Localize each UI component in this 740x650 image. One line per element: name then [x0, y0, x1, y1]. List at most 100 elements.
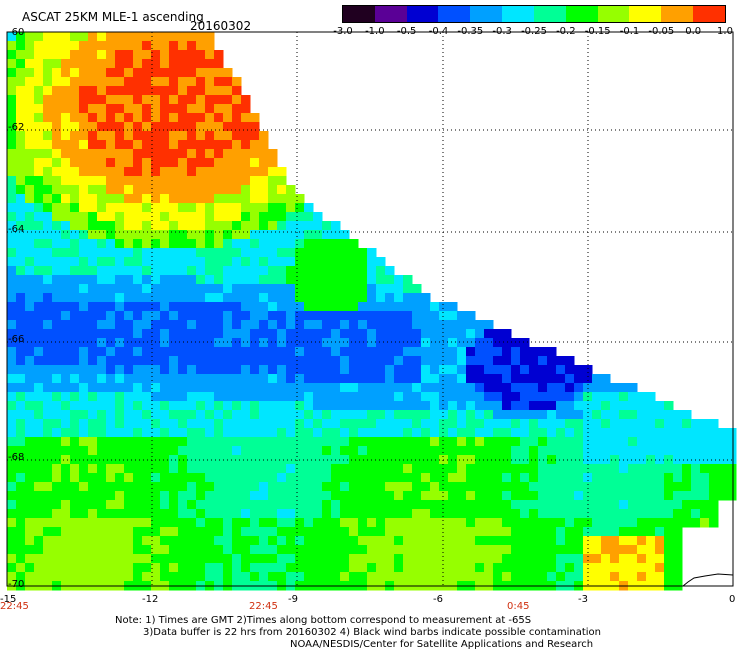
data-cell: [421, 572, 431, 582]
data-cell: [574, 563, 584, 573]
data-cell: [331, 275, 341, 285]
data-cell: [277, 338, 287, 348]
data-cell: [88, 473, 98, 483]
data-cell: [34, 563, 44, 573]
data-cell: [313, 221, 323, 231]
data-cell: [214, 347, 224, 357]
data-cell: [277, 410, 287, 420]
data-cell: [484, 401, 494, 411]
data-cell: [88, 266, 98, 276]
data-cell: [412, 464, 422, 474]
data-cell: [43, 122, 53, 132]
data-cell: [205, 437, 215, 447]
data-cell: [52, 419, 62, 429]
data-cell: [358, 311, 368, 321]
data-cell: [160, 221, 170, 231]
data-cell: [394, 284, 404, 294]
data-cell: [106, 410, 116, 420]
data-cell: [286, 518, 296, 528]
data-cell: [151, 122, 161, 132]
data-cell: [52, 455, 62, 465]
data-cell: [52, 86, 62, 96]
data-cell: [106, 32, 116, 42]
data-cell: [268, 392, 278, 402]
data-cell: [169, 446, 179, 456]
data-cell: [142, 275, 152, 285]
data-cell: [142, 374, 152, 384]
data-cell: [277, 428, 287, 438]
data-cell: [538, 446, 548, 456]
data-cell: [304, 491, 314, 501]
data-cell: [214, 428, 224, 438]
data-cell: [574, 572, 584, 582]
data-cell: [106, 266, 116, 276]
data-cell: [547, 419, 557, 429]
data-cell: [403, 464, 413, 474]
data-cell: [133, 59, 143, 69]
data-cell: [169, 392, 179, 402]
data-cell: [160, 545, 170, 555]
data-cell: [169, 437, 179, 447]
data-cell: [313, 257, 323, 267]
data-cell: [277, 563, 287, 573]
data-cell: [214, 455, 224, 465]
data-cell: [178, 68, 188, 78]
data-cell: [187, 473, 197, 483]
data-cell: [25, 365, 35, 375]
data-cell: [70, 203, 80, 213]
data-cell: [214, 329, 224, 339]
data-cell: [88, 77, 98, 87]
data-cell: [115, 536, 125, 546]
data-cell: [286, 527, 296, 537]
data-cell: [187, 50, 197, 60]
data-cell: [52, 41, 62, 51]
data-cell: [79, 374, 89, 384]
data-cell: [97, 113, 107, 123]
data-cell: [403, 293, 413, 303]
data-cell: [214, 122, 224, 132]
data-cell: [79, 59, 89, 69]
data-cell: [205, 140, 215, 150]
data-cell: [34, 347, 44, 357]
data-cell: [295, 500, 305, 510]
data-cell: [34, 338, 44, 348]
data-cell: [268, 320, 278, 330]
data-cell: [142, 563, 152, 573]
data-cell: [259, 545, 269, 555]
lat-label-66: -66: [8, 334, 25, 345]
data-cell: [277, 545, 287, 555]
data-cell: [403, 275, 413, 285]
data-cell: [88, 302, 98, 312]
data-cell: [250, 257, 260, 267]
data-cell: [628, 509, 638, 519]
data-cell: [115, 176, 125, 186]
data-cell: [484, 545, 494, 555]
data-cell: [34, 293, 44, 303]
data-cell: [556, 365, 566, 375]
data-cell: [709, 437, 719, 447]
data-cell: [520, 347, 530, 357]
data-cell: [250, 338, 260, 348]
data-cell: [223, 140, 233, 150]
data-cell: [511, 563, 521, 573]
data-cell: [322, 473, 332, 483]
data-cell: [421, 464, 431, 474]
data-cell: [16, 284, 26, 294]
data-cell: [25, 203, 35, 213]
data-cell: [169, 122, 179, 132]
data-cell: [7, 239, 17, 249]
data-cell: [358, 536, 368, 546]
data-cell: [34, 410, 44, 420]
data-cell: [232, 500, 242, 510]
data-cell: [547, 473, 557, 483]
data-cell: [385, 311, 395, 321]
data-cell: [187, 158, 197, 168]
data-cell: [277, 293, 287, 303]
data-cell: [160, 383, 170, 393]
data-cell: [70, 194, 80, 204]
data-cell: [385, 428, 395, 438]
data-cell: [34, 374, 44, 384]
data-cell: [421, 509, 431, 519]
data-cell: [205, 518, 215, 528]
data-cell: [565, 527, 575, 537]
